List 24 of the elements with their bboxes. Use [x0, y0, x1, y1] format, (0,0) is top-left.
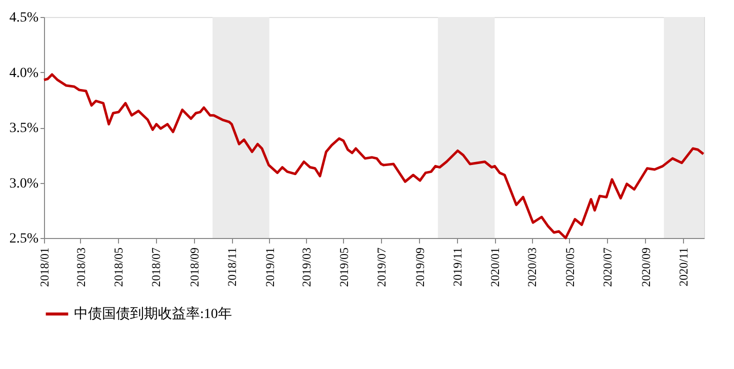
x-tick-label: 2018/07: [149, 248, 164, 287]
x-tick-label: 2018/05: [112, 248, 126, 287]
x-tick-label: 2020/05: [562, 248, 577, 287]
x-tick-label: 2020/09: [638, 248, 653, 287]
x-tick-label: 2019/01: [262, 248, 277, 287]
y-tick-label: 4.5%: [9, 10, 39, 26]
x-tick-label: 2020/01: [488, 248, 502, 287]
x-tick-label: 2018/01: [38, 248, 52, 287]
x-tick-label: 2018/09: [188, 248, 202, 287]
legend-label: 中债国债到期收益率:10年: [74, 306, 232, 322]
x-tick-label: 2019/07: [374, 248, 389, 287]
y-tick-label: 4.0%: [9, 66, 39, 81]
y-tick-label: 3.0%: [9, 176, 39, 192]
x-tick-label: 2020/07: [600, 248, 615, 287]
x-tick-label: 2019/03: [299, 248, 314, 287]
x-tick-label: 2019/11: [450, 248, 465, 286]
y-tick-label: 2.5%: [9, 232, 39, 246]
x-tick-label: 2020/03: [525, 248, 540, 287]
x-tick-label: 2019/09: [412, 248, 427, 287]
y-tick-label: 3.5%: [9, 121, 39, 136]
x-tick-label: 2020/11: [676, 248, 691, 286]
x-tick-label: 2019/05: [336, 248, 351, 287]
x-tick-label: 2018/11: [225, 248, 240, 286]
x-tick-label: 2018/03: [74, 248, 88, 287]
